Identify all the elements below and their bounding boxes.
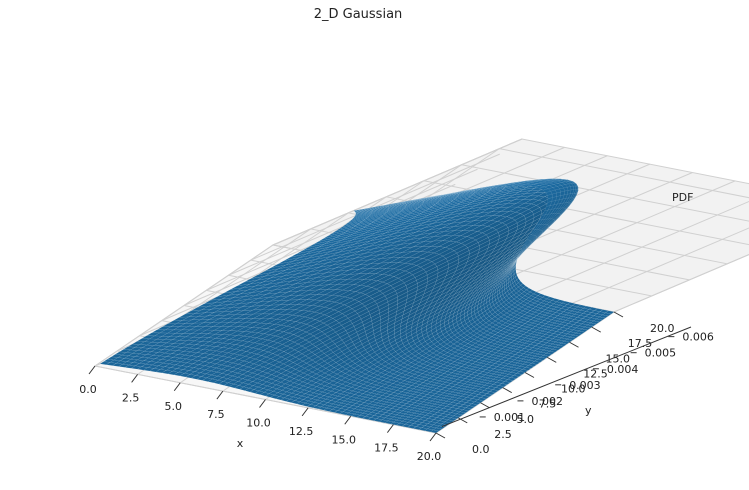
x-axis-label: x [237,437,244,450]
z-tick-label: 0.006 [682,331,714,344]
y-gridline-back [272,138,523,246]
y-tick-mark [524,372,535,378]
y-tick-label: 20.0 [650,322,675,335]
x-tick-mark [259,399,266,408]
y-tick-mark [502,387,512,394]
z-gridline-right [499,148,749,199]
x-tick-label: 12.5 [289,425,314,438]
z-tick-label: 0.004 [607,363,639,376]
y-tick-mark [613,311,624,318]
gaussian-surface [99,178,615,434]
x-tick-mark [344,415,352,425]
y-tick-mark [547,356,557,363]
x-tick-mark [386,424,394,433]
x-tick-mark [429,432,437,442]
x-gridline-back [613,253,749,313]
z-tick-label: 0.001 [494,411,526,424]
y-tick-mark [480,402,490,409]
y-tick-mark [591,326,601,333]
x-tick-label: 0.0 [79,383,97,396]
x-gridline-back [485,180,736,288]
y-tick-label: 2.5 [494,428,512,441]
y-tick-mark [435,432,446,439]
z-axis-label: PDF [672,191,693,204]
x-gridline-back [571,227,749,305]
x-tick-mark [88,365,96,375]
z-tick-label: 0.005 [645,347,677,360]
x-tick-label: 10.0 [246,417,271,430]
x-tick-mark [131,374,139,383]
x-tick-mark [173,382,181,392]
z-gridline-right [461,164,749,222]
x-tick-mark [301,407,309,417]
z-tick-label: 0.003 [569,379,601,392]
x-tick-label: 15.0 [332,433,357,446]
y-axis-label: y [585,404,592,417]
x-tick-label: 2.5 [122,391,140,404]
z-tick-label: 0.002 [532,395,564,408]
y-tick-mark [569,341,579,348]
x-tick-mark [216,390,224,400]
chart-title: 2_D Gaussian [314,7,403,22]
x-tick-label: 5.0 [165,400,183,413]
x-tick-label: 20.0 [417,450,442,463]
y-tick-label: 0.0 [472,443,490,456]
x-tick-label: 17.5 [374,442,399,455]
x-tick-label: 7.5 [207,408,225,421]
x-gridline-back [528,200,749,296]
